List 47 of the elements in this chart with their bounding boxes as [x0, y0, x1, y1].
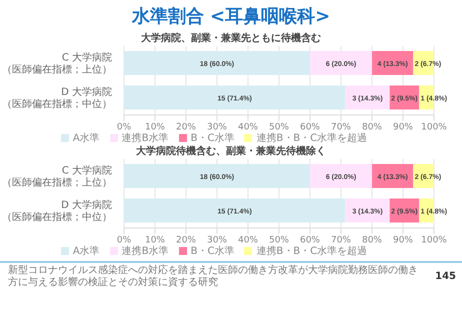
y-tick-label: C 大学病院（医師偏在指標；上位）: [2, 164, 112, 188]
chart-subtitle: 大学病院、副業・兼業先ともに待機含む: [140, 32, 322, 44]
bar: [310, 51, 372, 75]
x-tick-label: 90%: [392, 122, 414, 132]
x-tick-label: 50%: [268, 235, 290, 246]
x-tick-label: 70%: [330, 235, 352, 246]
bar: [124, 51, 310, 75]
x-tick-label: 40%: [238, 235, 258, 246]
x-tick-label: 10%: [144, 235, 166, 246]
x-tick-label: 60%: [300, 122, 320, 132]
x-tick-label: 0%: [116, 235, 132, 246]
legend-label: A水準: [72, 133, 100, 144]
x-tick-label: 80%: [362, 122, 382, 132]
x-tick-label: 10%: [144, 122, 166, 132]
x-tick-label: 30%: [206, 122, 228, 132]
text: 新型コロナウイルス感染症への対応を踏まえた医師の働き方改革が大学病院勤務医師の働き方に与える影響の検証とその対策に資する研究: [8, 265, 419, 289]
y-tick-label: D 大学病院（医師偏在指標；中位）: [2, 198, 112, 223]
legend-label: 連携B水準: [122, 246, 169, 257]
bar: [310, 164, 372, 188]
legend-label: 連携B水準: [122, 133, 169, 144]
chart-title: 水準割合 <耳鼻咽喉科>: [130, 5, 332, 29]
legend-label: B・C水準: [190, 246, 234, 257]
x-tick-label: 100%: [421, 122, 448, 132]
x-tick-label: 0%: [116, 122, 132, 132]
chart-title: 大学病院待機含む、副業・兼業先待機除く: [135, 144, 327, 157]
x-tick-label: 20%: [176, 235, 196, 246]
bar: [345, 86, 390, 110]
legend-label: 連携B・B・C水準を超過: [256, 246, 368, 257]
y-tick-label: C 大学病院（医師偏在指標；上位）: [2, 51, 112, 76]
x-tick-label: 30%: [206, 235, 228, 246]
x-tick-label: 90%: [392, 235, 414, 246]
x-tick-label: 100%: [421, 235, 448, 246]
bar: [345, 198, 390, 222]
bar: [124, 198, 346, 222]
x-tick-label: 60%: [300, 235, 320, 246]
y-tick-label: D 大学病院（医師偏在指標；中位）: [2, 86, 112, 110]
x-tick-label: 50%: [268, 122, 290, 132]
legend-label: B・C水準: [190, 133, 234, 144]
text: 145: [435, 271, 456, 283]
bar: [124, 86, 346, 110]
x-tick-label: 70%: [330, 122, 352, 132]
x-tick-label: 80%: [362, 235, 382, 246]
bar: [124, 164, 310, 188]
legend-label: A水準: [72, 246, 100, 257]
x-tick-label: 40%: [238, 122, 258, 132]
x-tick-label: 20%: [176, 122, 196, 132]
legend-label: 連携B・B・C水準を超過: [256, 133, 368, 144]
